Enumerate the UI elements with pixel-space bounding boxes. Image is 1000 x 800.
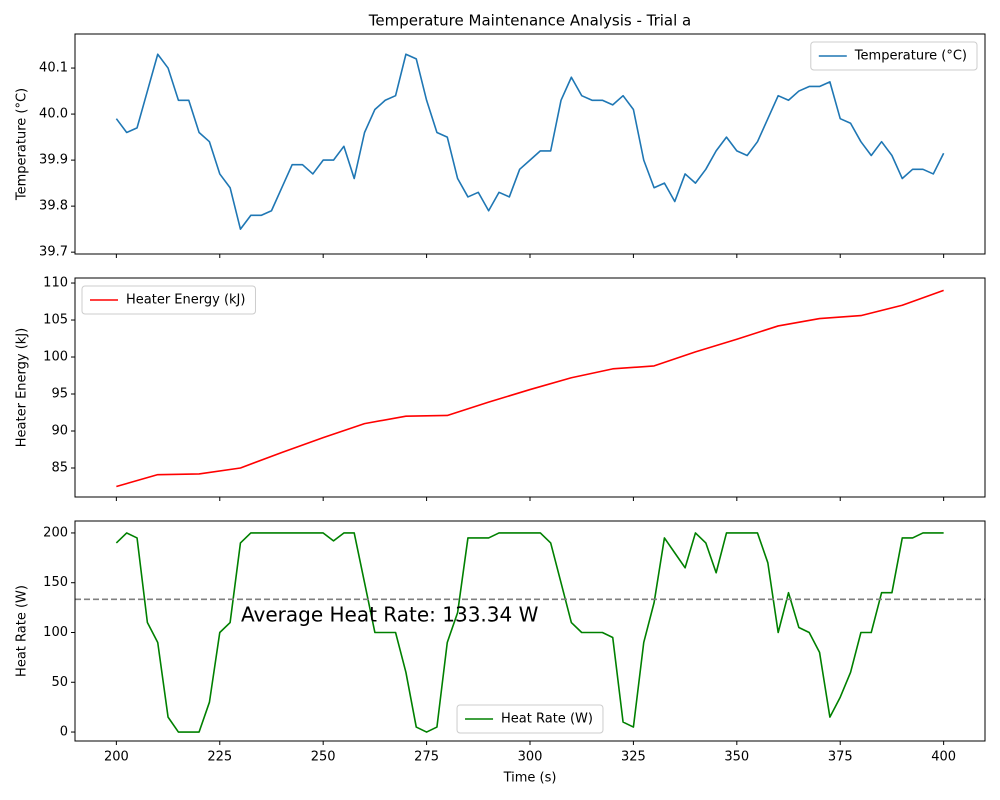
- y-axis-label: Heat Rate (W): [15, 585, 30, 677]
- x-tick-label: 350: [724, 750, 749, 765]
- y-axis-label: Heater Energy (kJ): [15, 328, 30, 447]
- x-tick-label: 325: [621, 750, 646, 765]
- y-tick-label: 40.0: [39, 107, 68, 122]
- x-tick-label: 275: [414, 750, 439, 765]
- legend-box: [456, 704, 604, 734]
- y-tick-label: 0: [60, 725, 68, 740]
- legend-label: Temperature (°C): [854, 49, 967, 64]
- y-tick-label: 39.8: [39, 199, 68, 214]
- y-tick-label: 105: [43, 313, 68, 328]
- x-tick-label: 225: [207, 750, 232, 765]
- data-line: [115, 53, 945, 230]
- x-tick-label: 300: [518, 750, 543, 765]
- legend: Heat Rate (W): [456, 704, 604, 734]
- data-line: [115, 532, 944, 733]
- legend-box: [810, 41, 978, 71]
- y-tick-label: 150: [43, 575, 68, 590]
- y-tick-label: 50: [51, 675, 68, 690]
- legend-box: [81, 285, 256, 315]
- annotation: Average Heat Rate: 133.34 W: [241, 603, 539, 627]
- y-tick-label: 100: [43, 625, 68, 640]
- y-tick-label: 85: [51, 460, 68, 475]
- x-tick-label: 375: [828, 750, 853, 765]
- y-tick-label: 95: [51, 387, 68, 402]
- y-tick-label: 200: [43, 525, 68, 540]
- y-axis-label: Temperature (°C): [15, 88, 30, 201]
- x-tick-label: 250: [311, 750, 336, 765]
- legend: Heater Energy (kJ): [81, 285, 256, 315]
- data-line: [116, 289, 944, 488]
- plot-frame: [74, 277, 986, 498]
- plot-frame: [74, 33, 986, 255]
- y-tick-label: 110: [43, 276, 68, 291]
- plot-frame: [74, 520, 986, 742]
- x-tick-label: 400: [931, 750, 956, 765]
- legend-label: Heater Energy (kJ): [126, 293, 245, 308]
- legend: Temperature (°C): [810, 41, 978, 71]
- x-tick-label: 200: [104, 750, 129, 765]
- x-axis-label: Time (s): [503, 771, 557, 786]
- y-tick-label: 39.9: [39, 153, 68, 168]
- chart-title: Temperature Maintenance Analysis - Trial…: [368, 12, 692, 30]
- legend-label: Heat Rate (W): [501, 712, 593, 727]
- y-tick-label: 40.1: [39, 61, 68, 76]
- y-tick-label: 39.7: [39, 245, 68, 260]
- y-tick-label: 90: [51, 424, 68, 439]
- y-tick-label: 100: [43, 350, 68, 365]
